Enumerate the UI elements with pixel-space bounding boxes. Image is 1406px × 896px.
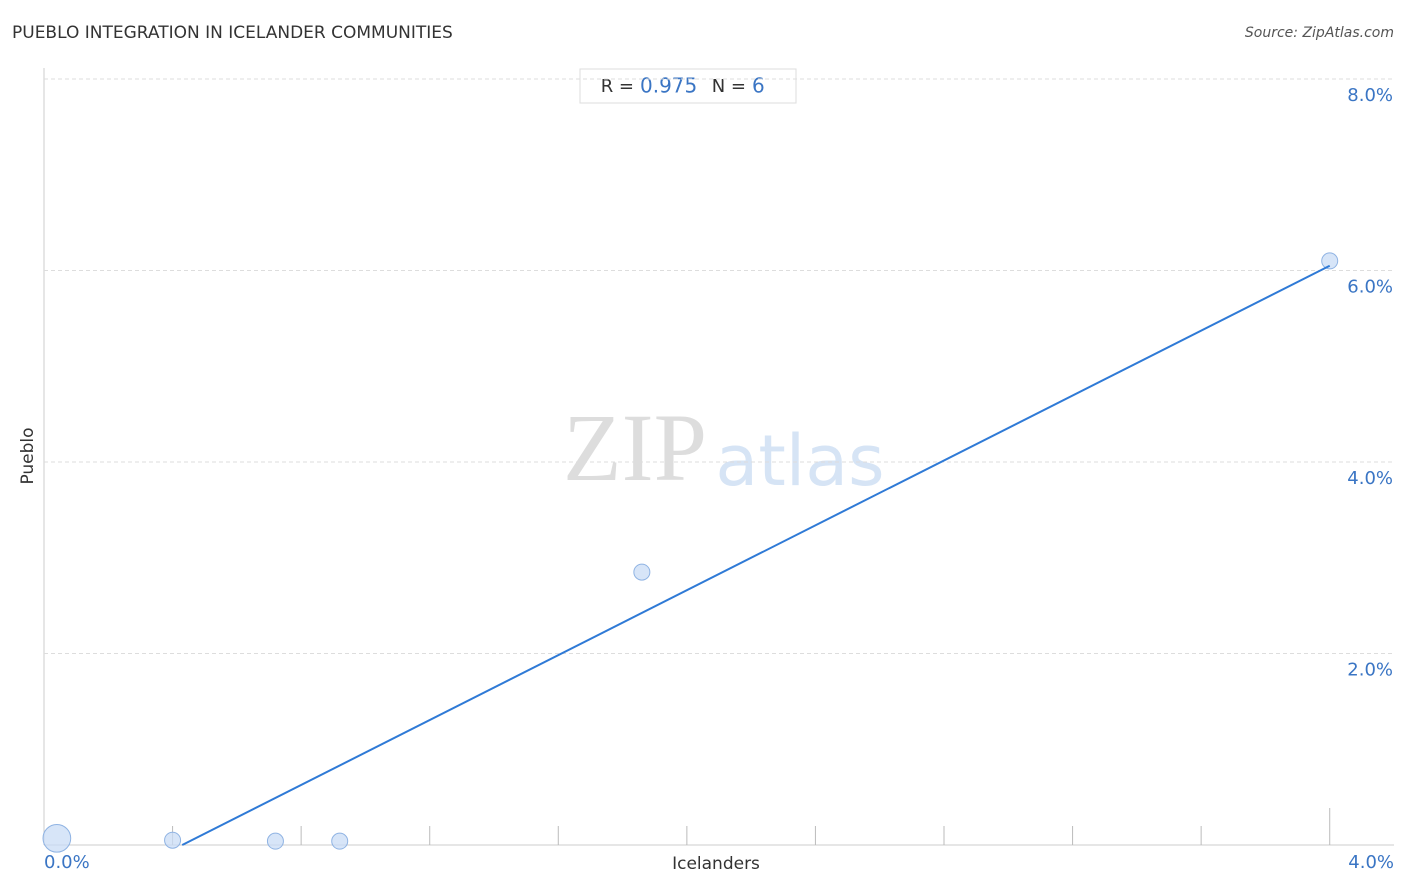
x-tick-label: 0.0% [44, 852, 90, 873]
data-point [266, 832, 284, 850]
n-value: 6 [752, 74, 765, 98]
x-axis-label: Icelanders [672, 854, 760, 874]
n-label: N = [712, 76, 746, 97]
data-point [42, 823, 72, 853]
data-point [164, 831, 182, 849]
y-tick-label: 6.0% [1347, 277, 1393, 298]
watermark: atlas [715, 420, 884, 502]
trend-line [181, 264, 1331, 846]
data-point [331, 832, 349, 850]
x-tick-label: 4.0% [1348, 852, 1394, 873]
r-label: R = [601, 76, 634, 97]
y-tick-label: 2.0% [1347, 660, 1393, 681]
data-point [1321, 252, 1339, 270]
y-tick-label: 8.0% [1347, 85, 1393, 106]
source: Source: ZipAtlas.com [1245, 25, 1394, 41]
watermark: ZIP [563, 394, 707, 501]
y-axis-label: Pueblo [18, 427, 38, 484]
chart-title: PUEBLO INTEGRATION IN ICELANDER COMMUNIT… [12, 23, 453, 43]
stats-box [579, 68, 797, 104]
r-value: 0.975 [640, 74, 697, 98]
y-tick-label: 4.0% [1347, 468, 1393, 489]
data-point [633, 563, 651, 581]
